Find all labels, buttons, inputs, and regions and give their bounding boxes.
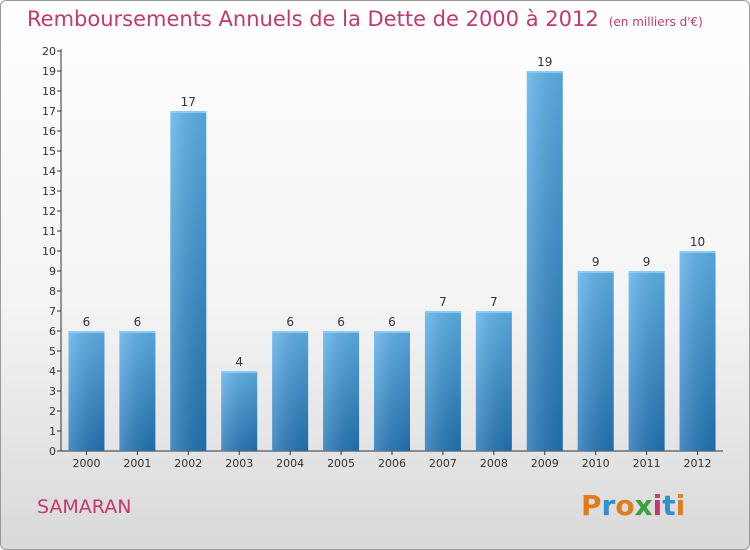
y-tick-label: 10 xyxy=(42,245,56,258)
y-tick-label: 1 xyxy=(49,425,56,438)
bar-shade-2002 xyxy=(170,111,207,451)
x-tick-label: 2012 xyxy=(684,457,712,470)
y-tick-label: 13 xyxy=(42,185,56,198)
bar-shade-2011 xyxy=(628,271,665,451)
logo-letter: P xyxy=(581,489,602,522)
bar-shade-2000 xyxy=(68,331,105,451)
bar-top-2009 xyxy=(526,71,563,73)
bar-top-2008 xyxy=(475,311,512,313)
y-tick-label: 4 xyxy=(49,365,56,378)
logo-letter: x xyxy=(634,489,653,522)
x-tick-label: 2003 xyxy=(225,457,253,470)
bar-top-2012 xyxy=(679,251,716,253)
logo-letter: t xyxy=(662,489,676,522)
x-tick-label: 2000 xyxy=(72,457,100,470)
y-tick-label: 0 xyxy=(49,445,56,458)
bar-top-2004 xyxy=(272,331,309,333)
bar-shade-2009 xyxy=(526,71,563,451)
data-label: 9 xyxy=(592,255,600,269)
x-tick-label: 2011 xyxy=(633,457,661,470)
logo-letter: r xyxy=(601,489,616,522)
y-tick-label: 17 xyxy=(42,105,56,118)
data-label: 7 xyxy=(439,295,447,309)
y-tick-label: 11 xyxy=(42,225,56,238)
chart-subtitle: (en milliers d'€) xyxy=(608,15,703,29)
bar-top-2003 xyxy=(221,371,258,373)
x-tick-label: 2008 xyxy=(480,457,508,470)
x-tick-label: 2002 xyxy=(174,457,202,470)
logo-letter: i xyxy=(652,489,663,522)
y-tick-label: 7 xyxy=(49,305,56,318)
chart-title-text: Remboursements Annuels de la Dette de 20… xyxy=(27,7,599,31)
bar-shade-2012 xyxy=(679,251,716,451)
x-tick-label: 2010 xyxy=(582,457,610,470)
y-tick-label: 16 xyxy=(42,125,56,138)
bar-top-2010 xyxy=(577,271,614,273)
y-tick-label: 8 xyxy=(49,285,56,298)
bar-shade-2010 xyxy=(577,271,614,451)
x-tick-label: 2009 xyxy=(531,457,559,470)
data-label: 6 xyxy=(337,315,345,329)
logo-letter: i xyxy=(675,489,686,522)
data-label: 6 xyxy=(134,315,142,329)
y-tick-label: 2 xyxy=(49,405,56,418)
y-tick-label: 12 xyxy=(42,205,56,218)
bar-shade-2004 xyxy=(272,331,309,451)
proxiti-logo: Proxiti xyxy=(581,489,685,522)
data-label: 10 xyxy=(690,235,705,249)
data-label: 9 xyxy=(643,255,651,269)
bar-shade-2003 xyxy=(221,371,258,451)
x-tick-label: 2005 xyxy=(327,457,355,470)
commune-name: SAMARAN xyxy=(37,496,132,518)
y-tick-label: 20 xyxy=(42,45,56,58)
x-tick-label: 2001 xyxy=(123,457,151,470)
data-label: 6 xyxy=(83,315,91,329)
x-tick-label: 2007 xyxy=(429,457,457,470)
x-tick-label: 2006 xyxy=(378,457,406,470)
y-tick-label: 3 xyxy=(49,385,56,398)
chart-title: Remboursements Annuels de la Dette de 20… xyxy=(27,7,703,31)
y-tick-label: 5 xyxy=(49,345,56,358)
data-label: 17 xyxy=(181,95,196,109)
y-tick-label: 9 xyxy=(49,265,56,278)
y-tick-label: 19 xyxy=(42,65,56,78)
logo-letter: o xyxy=(615,489,635,522)
bar-top-2002 xyxy=(170,111,207,113)
y-tick-label: 14 xyxy=(42,165,56,178)
bar-shade-2005 xyxy=(323,331,360,451)
data-label: 7 xyxy=(490,295,498,309)
y-tick-label: 18 xyxy=(42,85,56,98)
bar-top-2005 xyxy=(323,331,360,333)
bar-shade-2006 xyxy=(374,331,410,451)
bar-shade-2008 xyxy=(475,311,512,451)
bar-shade-2001 xyxy=(119,331,156,451)
bar-top-2007 xyxy=(424,311,461,313)
data-label: 4 xyxy=(235,355,243,369)
bar-top-2000 xyxy=(68,331,105,333)
bar-shade-2007 xyxy=(424,311,461,451)
data-label: 6 xyxy=(388,315,396,329)
y-tick-label: 15 xyxy=(42,145,56,158)
bar-top-2001 xyxy=(119,331,156,333)
x-tick-label: 2004 xyxy=(276,457,304,470)
y-tick-label: 6 xyxy=(49,325,56,338)
bar-top-2006 xyxy=(374,331,410,333)
data-label: 6 xyxy=(286,315,294,329)
data-label: 19 xyxy=(537,55,552,69)
bar-top-2011 xyxy=(628,271,665,273)
